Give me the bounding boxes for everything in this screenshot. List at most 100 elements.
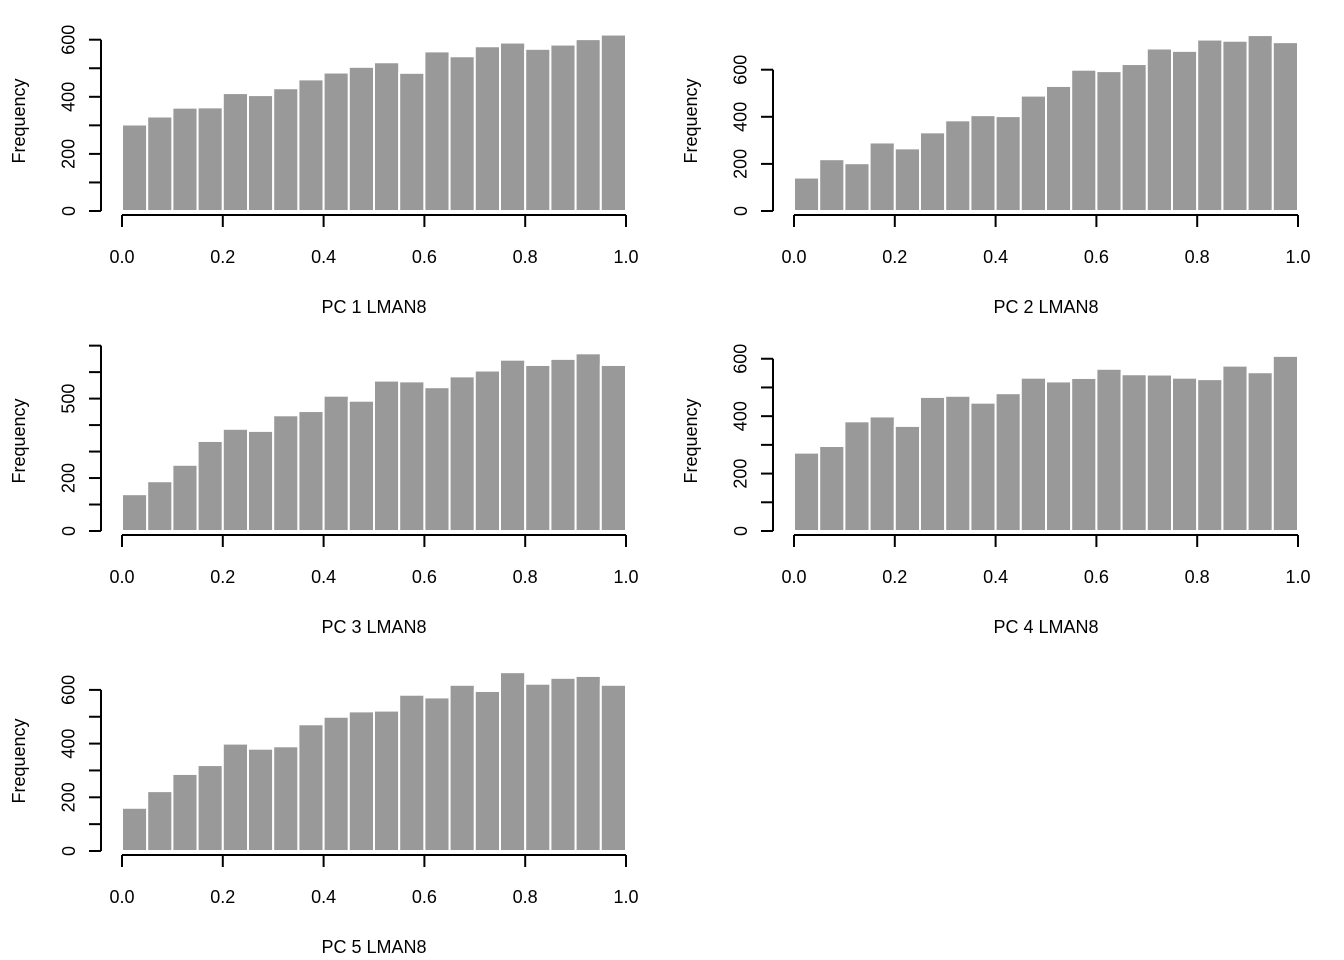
histogram-bar (524, 363, 552, 532)
histogram-bar (599, 683, 627, 853)
histogram-bar (1145, 47, 1174, 212)
histogram-bar (297, 78, 325, 212)
histogram-bar (297, 410, 325, 532)
histogram-bar (448, 375, 476, 533)
y-axis-label: Frequency (9, 398, 29, 483)
histogram-bar (1070, 376, 1098, 533)
x-axis-panel-1: 0.0 0.2 0.4 0.6 0.8 1.0 PC 1 LMAN8 (109, 214, 639, 317)
y-tick-label: 600 (59, 675, 79, 705)
histogram-bar (1246, 34, 1274, 213)
histogram-bar (373, 61, 401, 212)
x-tick-label: 0.4 (311, 567, 336, 587)
y-axis-panel-2: 0 200 400 600 Frequency (681, 55, 774, 216)
histogram-bar (398, 693, 426, 852)
histogram-bar (171, 106, 199, 212)
x-tick-label: 1.0 (1285, 567, 1310, 587)
bars-panel-2 (793, 34, 1300, 213)
histogram-bar (121, 123, 149, 212)
histogram-bar (121, 493, 149, 533)
histogram-bar (499, 358, 527, 533)
bars-panel-4 (793, 354, 1300, 533)
histogram-panel-4: 0.0 0.2 0.4 0.6 0.8 1.0 PC 4 LMAN8 0 200 400 600 Fr… (681, 344, 1311, 637)
histogram-bar (549, 676, 577, 852)
histogram-bar (793, 176, 821, 213)
y-tick-label: 200 (731, 459, 751, 489)
y-axis-label: Frequency (9, 78, 29, 163)
histogram-bar (322, 71, 350, 212)
x-axis-label: PC 3 LMAN8 (321, 617, 426, 637)
histogram-bar (347, 65, 375, 213)
y-tick-label: 400 (59, 729, 79, 759)
histogram-bar (599, 33, 627, 212)
x-axis-panel-5: 0.0 0.2 0.4 0.6 0.8 1.0 PC 5 LMAN8 (109, 854, 639, 957)
x-tick-label: 1.0 (613, 567, 638, 587)
histogram-panel-2: 0.0 0.2 0.4 0.6 0.8 1.0 PC 2 LMAN8 0 200 400 600 Fr… (681, 34, 1311, 317)
histogram-bar (549, 43, 577, 213)
x-tick-label: 0.6 (1084, 247, 1109, 267)
x-tick-label: 0.6 (412, 887, 437, 907)
histogram-bar (196, 439, 224, 532)
histogram-bar (994, 115, 1022, 212)
y-tick-label: 600 (731, 55, 751, 85)
histogram-bar (1271, 354, 1300, 532)
histogram-bar (171, 463, 199, 532)
x-tick-label: 0.8 (1185, 247, 1210, 267)
y-tick-label: 600 (59, 25, 79, 55)
histogram-bar (322, 715, 350, 852)
histogram-bar (121, 806, 149, 852)
x-tick-label: 0.4 (983, 567, 1008, 587)
histogram-bar (1045, 380, 1073, 532)
x-tick-label: 0.4 (983, 247, 1008, 267)
y-tick-label: 0 (59, 526, 79, 536)
y-tick-label: 400 (59, 82, 79, 112)
x-tick-label: 0.0 (781, 247, 806, 267)
histogram-bar (868, 415, 896, 533)
x-tick-label: 0.0 (109, 567, 134, 587)
histogram-bar (893, 424, 921, 532)
histogram-bar (1045, 84, 1073, 212)
x-tick-label: 0.8 (513, 247, 538, 267)
x-tick-label: 0.2 (882, 567, 907, 587)
histogram-bar (994, 392, 1022, 532)
y-axis-panel-4: 0 200 400 600 Frequency (681, 344, 774, 536)
histogram-bar (944, 394, 972, 533)
histogram-bar (843, 420, 871, 532)
histogram-bar (1196, 378, 1224, 533)
histogram-bar (843, 162, 871, 212)
x-tick-label: 0.2 (210, 567, 235, 587)
histogram-bar (247, 429, 275, 533)
x-tick-label: 0.8 (1185, 567, 1210, 587)
y-axis-label: Frequency (681, 78, 701, 163)
histogram-bar (196, 106, 224, 212)
x-axis-label: PC 2 LMAN8 (993, 297, 1098, 317)
histogram-bar (524, 47, 552, 212)
histogram-bar (1171, 376, 1199, 532)
histogram-bar (398, 71, 426, 213)
y-axis-panel-1: 0 200 400 600 Frequency (9, 25, 102, 216)
histogram-bar (549, 357, 577, 532)
histogram-bar (969, 114, 997, 212)
x-tick-label: 0.6 (1084, 567, 1109, 587)
histogram-bar (221, 92, 250, 212)
y-tick-label: 0 (59, 206, 79, 216)
histogram-bar (423, 50, 451, 212)
x-tick-label: 1.0 (613, 247, 638, 267)
histogram-bar (969, 401, 997, 532)
x-tick-label: 0.8 (513, 887, 538, 907)
histogram-bar (347, 710, 375, 852)
y-tick-label: 200 (59, 139, 79, 169)
x-tick-label: 0.4 (311, 887, 336, 907)
y-tick-label: 400 (731, 401, 751, 431)
histogram-bar (423, 386, 451, 532)
x-tick-label: 0.0 (781, 567, 806, 587)
histogram-bar (1070, 68, 1098, 212)
y-tick-label: 0 (59, 846, 79, 856)
histogram-bar (146, 480, 174, 532)
histogram-bar (272, 414, 300, 533)
histogram-bar (818, 445, 846, 532)
x-tick-label: 0.2 (210, 887, 235, 907)
x-axis-label: PC 1 LMAN8 (321, 297, 426, 317)
histogram-bar (919, 131, 947, 212)
